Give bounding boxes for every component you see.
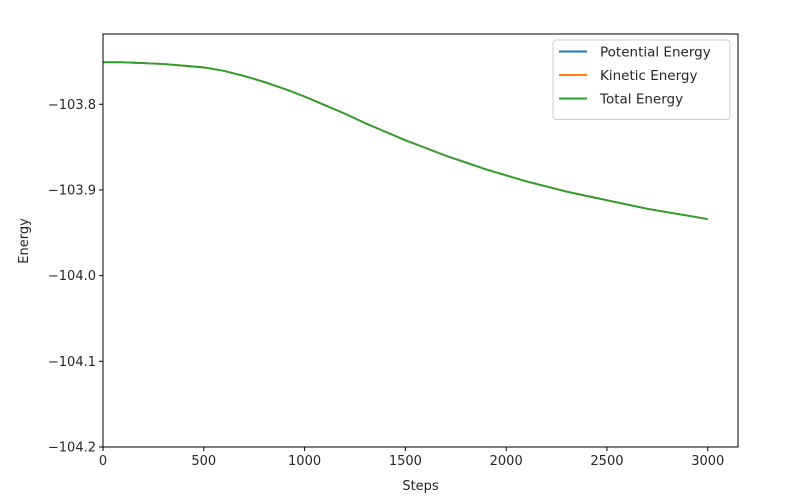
x-tick-label: 2000 bbox=[490, 454, 523, 469]
y-ticks: −103.8 −103.9 −104.0 −104.1 −104.2 bbox=[48, 98, 103, 456]
legend-box bbox=[552, 39, 731, 120]
x-tick-label: 500 bbox=[191, 454, 216, 469]
legend: Potential Energy Kinetic Energy Total Ener… bbox=[552, 39, 731, 120]
x-axis-label: Steps bbox=[402, 479, 439, 494]
x-tick-label: 0 bbox=[99, 454, 107, 469]
series-line-total-energy bbox=[103, 61, 708, 220]
y-tick-label: −104.0 bbox=[48, 269, 96, 284]
legend-label: Kinetic Energy bbox=[600, 68, 698, 84]
y-tick-label: −103.8 bbox=[48, 98, 96, 113]
plot-frame bbox=[102, 33, 739, 448]
x-tick-label: 1500 bbox=[389, 454, 422, 469]
legend-label: Total Energy bbox=[599, 92, 683, 108]
y-tick-label: −104.2 bbox=[48, 441, 96, 456]
y-tick-label: −104.1 bbox=[48, 355, 96, 370]
y-tick-label: −103.9 bbox=[48, 183, 96, 198]
x-ticks: 0 500 1000 1500 2000 2500 3000 bbox=[99, 447, 724, 469]
series-layer bbox=[103, 61, 708, 220]
y-axis-label: Energy bbox=[17, 218, 32, 264]
x-tick-label: 2500 bbox=[590, 454, 623, 469]
x-tick-label: 1000 bbox=[288, 454, 321, 469]
x-tick-label: 3000 bbox=[691, 454, 724, 469]
legend-label: Potential Energy bbox=[600, 45, 711, 61]
